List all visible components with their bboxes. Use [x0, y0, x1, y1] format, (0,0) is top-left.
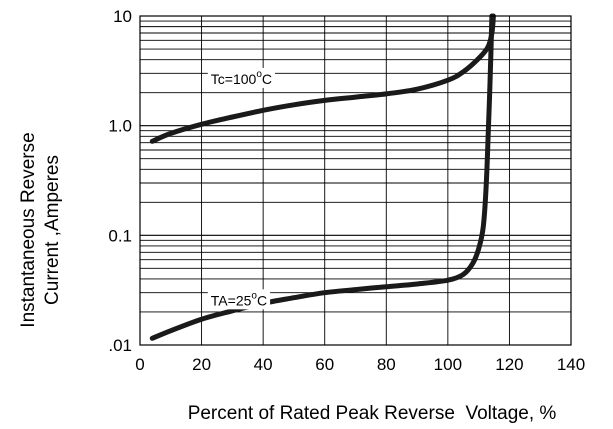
chart-tick-labels: 0 20 40 60 80 100 120 140 .01 0.1 1.0 10: [108, 7, 585, 374]
x-tick-label: 80: [377, 355, 396, 374]
chart-curves: [149, 13, 496, 341]
y-axis-label-line1: Instantaneous Reverse: [18, 132, 39, 327]
label-background: [207, 289, 271, 310]
series-label-text: Tc=100oC: [211, 69, 272, 87]
series-label-2: TA=25oC: [207, 289, 271, 310]
y-tick-label: .01: [108, 336, 132, 355]
x-axis-label: Percent of Rated Peak Reverse Voltage, %: [188, 403, 557, 424]
label-background: [207, 67, 276, 88]
y-tick-label: 0.1: [108, 226, 132, 245]
plot-frame: [139, 15, 572, 346]
x-tick-label: 120: [495, 355, 523, 374]
series-label-1: Tc=100oC: [207, 67, 276, 88]
y-tick-label: 1.0: [108, 117, 132, 136]
x-tick-label: 140: [557, 355, 585, 374]
series-line-2: [149, 13, 495, 341]
series-label-text: TA=25oC: [211, 290, 267, 308]
x-tick-label: 20: [192, 355, 211, 374]
x-tick-label: 40: [254, 355, 273, 374]
x-tick-label: 100: [434, 355, 462, 374]
chart-annotations: Tc=100oC TA=25oC: [207, 67, 276, 310]
x-tick-label: 0: [135, 355, 144, 374]
chart-grid: [140, 16, 571, 345]
x-tick-label: 60: [315, 355, 334, 374]
y-tick-label: 10: [113, 7, 132, 26]
y-axis-label-line2: Current ,Amperes: [42, 155, 63, 305]
series-line-1: [149, 13, 496, 144]
